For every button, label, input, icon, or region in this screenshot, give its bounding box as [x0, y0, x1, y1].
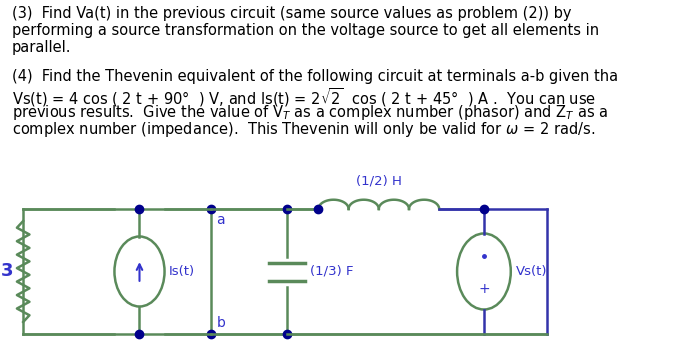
Text: Vs(t): Vs(t) — [516, 265, 547, 278]
Text: (4)  Find the Thevenin equivalent of the following circuit at terminals a-b give: (4) Find the Thevenin equivalent of the … — [12, 69, 617, 84]
Text: performing a source transformation on the voltage source to get all elements in: performing a source transformation on th… — [12, 23, 598, 38]
Text: b: b — [216, 316, 225, 330]
Text: 3: 3 — [1, 263, 13, 280]
Text: Is(t): Is(t) — [169, 265, 195, 278]
Text: previous results.  Give the value of V$_T$ as a complex number (phasor) and Z$_T: previous results. Give the value of V$_T… — [12, 103, 608, 122]
Text: +: + — [478, 281, 490, 296]
Text: (1/3) F: (1/3) F — [310, 265, 354, 278]
Text: a: a — [216, 213, 225, 227]
Text: complex number (impedance).  This Thevenin will only be valid for $\omega$ = 2 r: complex number (impedance). This Theveni… — [12, 120, 595, 139]
Text: (3)  Find Va(t) in the previous circuit (same source values as problem (2)) by: (3) Find Va(t) in the previous circuit (… — [12, 6, 571, 21]
Text: Vs(t) = 4 cos ( 2 t + 90$\degree$  ) V, and Is(t) = 2$\sqrt{2}$  cos ( 2 t + 45$: Vs(t) = 4 cos ( 2 t + 90$\degree$ ) V, a… — [12, 86, 596, 109]
Text: parallel.: parallel. — [12, 40, 71, 55]
Text: (1/2) H: (1/2) H — [356, 174, 402, 187]
